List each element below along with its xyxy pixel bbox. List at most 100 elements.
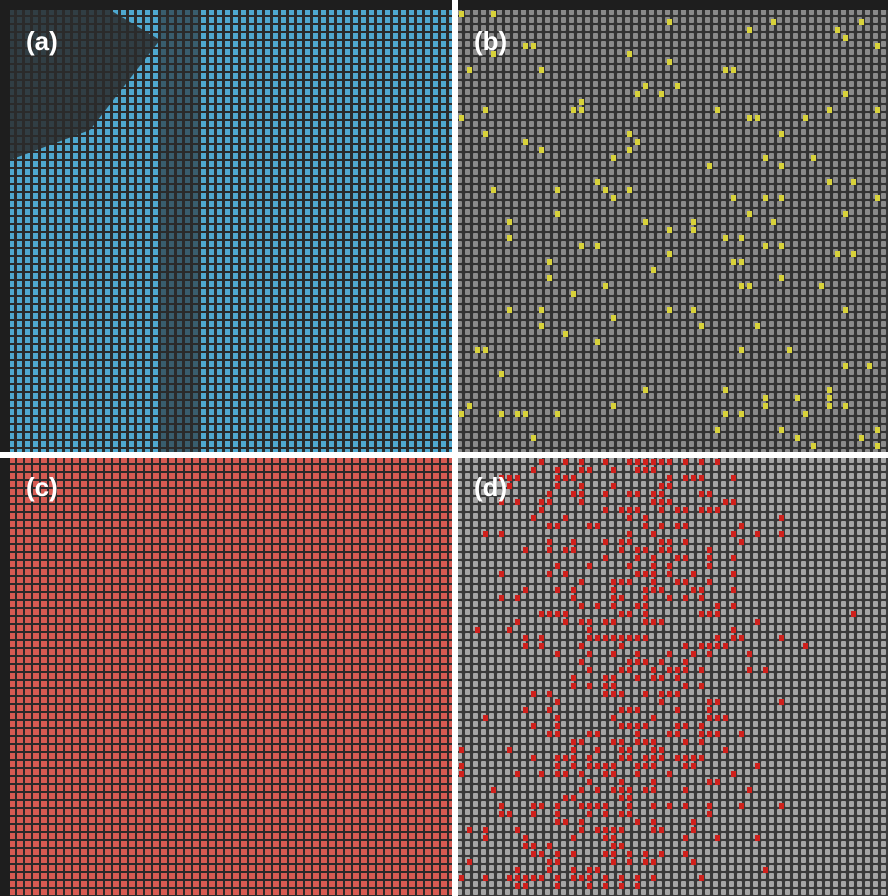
highlight (579, 603, 584, 609)
highlight (643, 787, 648, 793)
highlight (547, 547, 552, 553)
page: {"panels": [{"label": "(a)"}, {"label": … (0, 0, 888, 896)
highlight (659, 483, 664, 489)
highlight (763, 155, 768, 161)
highlight (707, 643, 712, 649)
highlight (651, 267, 656, 273)
highlight (747, 667, 752, 673)
highlight (475, 347, 480, 353)
highlight (683, 739, 688, 745)
highlight (731, 627, 736, 633)
highlight (611, 851, 616, 857)
highlight (635, 723, 640, 729)
highlight (579, 787, 584, 793)
highlight (803, 643, 808, 649)
highlight (723, 387, 728, 393)
highlight (835, 27, 840, 33)
highlight (723, 411, 728, 417)
highlight (555, 411, 560, 417)
highlight (571, 739, 576, 745)
highlight (707, 731, 712, 737)
highlight (859, 435, 864, 441)
highlight (555, 859, 560, 865)
highlight (555, 883, 560, 889)
highlight (587, 875, 592, 881)
highlight (643, 611, 648, 617)
highlight (707, 811, 712, 817)
highlight (547, 707, 552, 713)
figure: (a) (b) (c) (d) (0, 0, 888, 896)
highlight (811, 155, 816, 161)
highlight (643, 219, 648, 225)
highlight (627, 667, 632, 673)
highlight (675, 579, 680, 585)
highlight (675, 83, 680, 89)
highlight (875, 43, 880, 49)
highlight (683, 723, 688, 729)
highlight (667, 483, 672, 489)
highlight (739, 635, 744, 641)
highlight (667, 771, 672, 777)
highlight (715, 643, 720, 649)
highlight (603, 803, 608, 809)
highlight (579, 483, 584, 489)
highlight (683, 763, 688, 769)
highlight (795, 395, 800, 401)
highlight (707, 555, 712, 561)
highlight (659, 619, 664, 625)
highlight (563, 547, 568, 553)
highlight (827, 387, 832, 393)
highlight (467, 827, 472, 833)
highlight (531, 467, 536, 473)
highlight (579, 459, 584, 465)
highlight (515, 883, 520, 889)
highlight (619, 755, 624, 761)
highlight (803, 411, 808, 417)
highlight (459, 763, 464, 769)
highlight (523, 875, 528, 881)
highlight (619, 811, 624, 817)
highlight (603, 555, 608, 561)
highlight (779, 803, 784, 809)
highlight (531, 803, 536, 809)
highlight (563, 619, 568, 625)
highlight (587, 467, 592, 473)
highlight (523, 707, 528, 713)
highlight (635, 883, 640, 889)
highlight (651, 787, 656, 793)
highlight (659, 91, 664, 97)
highlight (483, 531, 488, 537)
highlight (827, 107, 832, 113)
highlight (555, 723, 560, 729)
highlight (691, 571, 696, 577)
highlight (635, 819, 640, 825)
highlight (587, 755, 592, 761)
highlight (739, 259, 744, 265)
highlight (571, 763, 576, 769)
highlight (595, 867, 600, 873)
highlight (555, 475, 560, 481)
highlight (611, 483, 616, 489)
highlight (515, 595, 520, 601)
highlight (579, 771, 584, 777)
highlight (547, 499, 552, 505)
highlight (587, 803, 592, 809)
highlight (667, 251, 672, 257)
highlight (699, 491, 704, 497)
highlight (659, 491, 664, 497)
highlight (627, 491, 632, 497)
highlight (635, 635, 640, 641)
highlight (651, 467, 656, 473)
highlight (571, 795, 576, 801)
highlight (571, 875, 576, 881)
highlight (651, 803, 656, 809)
highlight (651, 619, 656, 625)
highlight (667, 539, 672, 545)
highlight (675, 707, 680, 713)
highlight (643, 387, 648, 393)
highlight (699, 739, 704, 745)
highlight (515, 619, 520, 625)
highlight (683, 851, 688, 857)
highlight (715, 427, 720, 433)
highlight (555, 803, 560, 809)
